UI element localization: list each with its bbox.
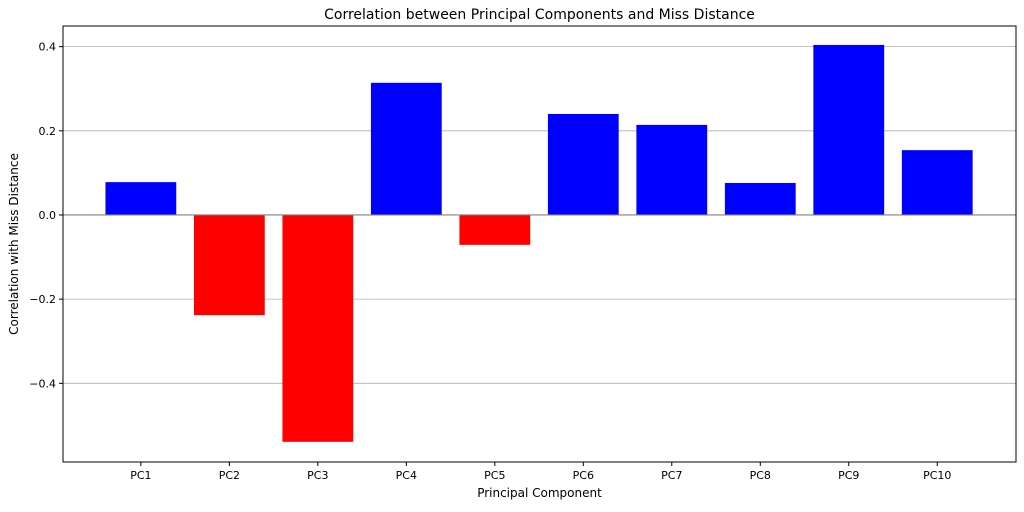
bars <box>105 44 973 442</box>
x-tick-label: PC8 <box>750 469 771 482</box>
plot-frame <box>62 25 1017 463</box>
x-tick-label: PC7 <box>661 469 682 482</box>
bar-pc10 <box>901 150 973 215</box>
y-tick-label: 0.2 <box>39 125 57 138</box>
x-tick-label: PC6 <box>573 469 594 482</box>
x-tick-label: PC5 <box>484 469 505 482</box>
x-tick-label: PC1 <box>130 469 151 482</box>
y-tick-label: 0.4 <box>39 41 57 54</box>
y-tick-label: −0.2 <box>29 293 56 306</box>
bar-pc1 <box>105 182 177 215</box>
bar-pc4 <box>370 82 442 215</box>
x-tick-label: PC9 <box>838 469 859 482</box>
bar-pc9 <box>813 44 885 215</box>
x-tick-label: PC3 <box>307 469 328 482</box>
x-tick-label: PC2 <box>219 469 240 482</box>
x-tick-label: PC4 <box>396 469 417 482</box>
bar-pc7 <box>636 124 708 215</box>
y-axis: −0.4 −0.2 0.0 0.2 0.4 <box>29 41 63 390</box>
chart-title: Correlation between Principal Components… <box>324 7 755 23</box>
x-axis-label: Principal Component <box>477 486 602 500</box>
x-axis: PC1 PC2 PC3 PC4 PC5 PC6 PC7 PC8 PC9 PC10 <box>130 462 951 482</box>
bar-pc6 <box>547 113 619 215</box>
x-tick-label: PC10 <box>923 469 951 482</box>
bar-pc5 <box>459 214 531 245</box>
bar-pc3 <box>282 214 354 442</box>
y-tick-label: 0.0 <box>39 209 57 222</box>
y-tick-label: −0.4 <box>29 377 56 390</box>
bar-pc2 <box>193 214 265 316</box>
bar-pc8 <box>724 182 796 215</box>
y-axis-label: Correlation with Miss Distance <box>7 153 21 335</box>
